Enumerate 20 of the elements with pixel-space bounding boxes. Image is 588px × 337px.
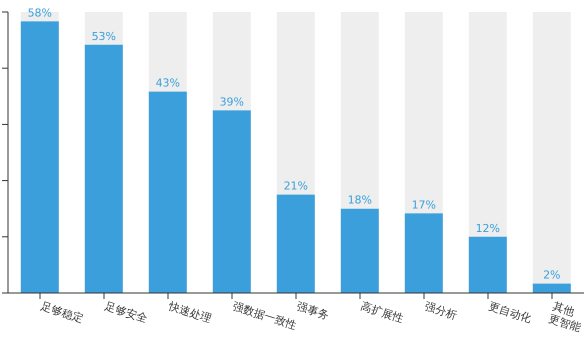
x-tick-label: 强事务 bbox=[295, 299, 330, 322]
data-label: 17% bbox=[412, 198, 436, 212]
bar bbox=[468, 236, 507, 293]
data-label: 53% bbox=[92, 30, 116, 43]
data-label: 21% bbox=[284, 180, 308, 193]
x-tick-label: 足够稳定 bbox=[39, 299, 85, 326]
x-tick-label: 强分析 bbox=[423, 299, 458, 322]
x-tick-label: 快速处理 bbox=[166, 299, 213, 326]
data-label: 39% bbox=[220, 95, 244, 108]
x-tick-label: 高扩展性 bbox=[359, 299, 405, 326]
data-label: 43% bbox=[156, 76, 180, 90]
x-tick-label: 更自动化 bbox=[487, 299, 533, 326]
data-label: 2% bbox=[543, 268, 561, 282]
x-tick-label: 其他更智能 bbox=[547, 299, 582, 334]
x-tick-label: 足够安全 bbox=[103, 299, 149, 326]
data-label: 18% bbox=[348, 194, 372, 207]
bar bbox=[532, 284, 571, 293]
data-label: 12% bbox=[476, 222, 500, 235]
data-label: 58% bbox=[28, 6, 52, 20]
x-tick-label: 强数据一致性 bbox=[231, 299, 298, 332]
